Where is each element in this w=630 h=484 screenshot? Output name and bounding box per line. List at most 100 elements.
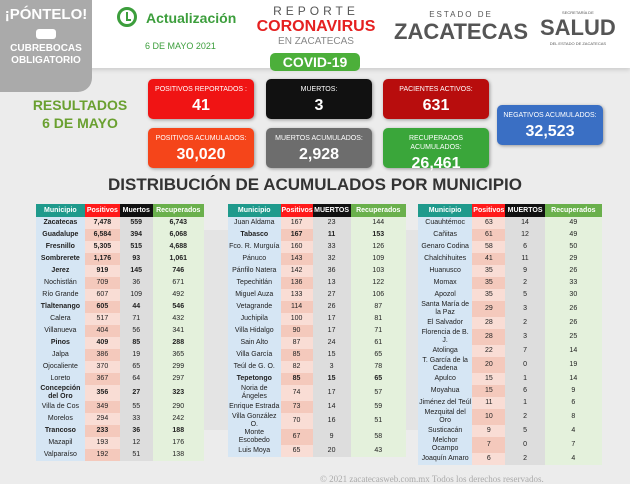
pacientes-activos-box: PACIENTES ACTIVOS: 631 [383, 79, 489, 119]
positivos-cell: 1,176 [84, 253, 120, 265]
table-row: Trancoso 233 36 188 [36, 425, 204, 437]
table-row: Concepción del Oro 356 27 323 [36, 385, 204, 401]
recuperados-cell: 58 [350, 429, 406, 445]
municipio-cell: Cuauhtémoc [418, 217, 473, 229]
positivos-cell: 349 [84, 401, 120, 413]
table-row: Teúl de G. O. 82 3 78 [228, 361, 406, 373]
muertos-cell: 12 [505, 229, 545, 241]
recuperados-cell: 25 [544, 329, 602, 345]
positivos-cell: 370 [84, 361, 120, 373]
recuperados-acumulados-box: RECUPERADOS ACUMULADOS: 26,461 [383, 128, 489, 172]
positivos-cell: 143 [280, 253, 313, 265]
municipio-cell: Tlaltenango [36, 301, 85, 313]
table-row: Pánfilo Natera 142 36 103 [228, 265, 406, 277]
table-row: Cuauhtémoc 63 14 49 [418, 217, 602, 229]
positivos-cell: 61 [472, 229, 506, 241]
municipio-cell: Atolinga [418, 345, 473, 357]
muertos-cell: 56 [119, 325, 153, 337]
recuperados-cell: 51 [350, 413, 406, 429]
municipio-cell: Moyahua [418, 385, 473, 397]
table-row: Fco. R. Murguía 160 33 126 [228, 241, 406, 253]
table-row: Jiménez del Teúl 11 1 6 [418, 397, 602, 409]
municipio-cell: Melchor Ocampo [418, 437, 473, 453]
recuperados-cell: 4 [544, 425, 602, 437]
muertos-cell: 1 [505, 397, 545, 409]
recuperados-cell: 176 [152, 437, 204, 449]
table-row: Melchor Ocampo 7 0 7 [418, 437, 602, 453]
recuperados-cell: 188 [152, 425, 204, 437]
table-row: Genaro Codina 58 6 50 [418, 241, 602, 253]
recuperados-cell: 546 [152, 301, 204, 313]
table-row: Momax 35 2 33 [418, 277, 602, 289]
table-row: Moyahua 15 6 9 [418, 385, 602, 397]
municipio-cell: Chalchihuites [418, 253, 473, 265]
positivos-cell: 74 [280, 385, 313, 401]
positivos-cell: 10 [472, 409, 506, 425]
stat-label: RECUPERADOS ACUMULADOS: [408, 135, 464, 151]
muertos-cell: 16 [312, 413, 351, 429]
municipio-cell: Juchipila [228, 313, 281, 325]
table-row: Villanueva 404 56 341 [36, 325, 204, 337]
recuperados-cell: 30 [544, 289, 602, 301]
positivos-cell: 63 [472, 217, 506, 229]
municipio-cell: Morelos [36, 413, 85, 425]
muertos-cell: 44 [119, 301, 153, 313]
positivos-acumulados-box: POSITIVOS ACUMULADOS: 30,020 [148, 128, 254, 168]
municipio-cell: Mezquital del Oro [418, 409, 473, 425]
results-line1: RESULTADOS [32, 97, 128, 113]
recuperados-cell: 122 [350, 277, 406, 289]
recuperados-cell: 9 [544, 385, 602, 397]
muertos-cell: 15 [312, 373, 351, 385]
recuperados-cell: 288 [152, 337, 204, 349]
positivos-cell: 35 [472, 265, 506, 277]
stat-label: PACIENTES ACTIVOS: [399, 86, 473, 93]
recuperados-cell: 341 [152, 325, 204, 337]
state-big: ZACATECAS [394, 19, 529, 44]
table-row: Valparaíso 192 51 138 [36, 449, 204, 461]
recuperados-cell: 14 [544, 345, 602, 357]
positivos-cell: 404 [84, 325, 120, 337]
column-header: Positivos [280, 204, 313, 217]
municipio-cell: Villanueva [36, 325, 85, 337]
table-row: Tabasco 167 11 153 [228, 229, 406, 241]
muertos-cell: 26 [312, 301, 351, 313]
muertos-cell: 109 [119, 289, 153, 301]
results-line2: 6 DE MAYO [42, 115, 118, 131]
positivos-cell: 114 [280, 301, 313, 313]
recuperados-cell: 103 [350, 265, 406, 277]
recuperados-cell: 49 [544, 217, 602, 229]
positivos-cell: 15 [472, 373, 506, 385]
recuperados-cell: 299 [152, 361, 204, 373]
recuperados-cell: 746 [152, 265, 204, 277]
municipio-cell: Apozol [418, 289, 473, 301]
muertos-cell: 145 [119, 265, 153, 277]
municipio-cell: Teúl de G. O. [228, 361, 281, 373]
muertos-cell: 20 [312, 445, 351, 457]
column-header: Municipio [228, 204, 281, 217]
municipio-cell: Villa García [228, 349, 281, 361]
table-row: Loreto 367 64 297 [36, 373, 204, 385]
clock-icon [117, 7, 137, 27]
municipio-cell: Pánuco [228, 253, 281, 265]
positivos-cell: 605 [84, 301, 120, 313]
table-row: Miguel Auza 133 27 106 [228, 289, 406, 301]
table-row: Jalpa 386 19 365 [36, 349, 204, 361]
muertos-cell: 1 [505, 373, 545, 385]
recuperados-cell: 492 [152, 289, 204, 301]
report-line1: REPORTE [273, 4, 359, 18]
mask-note: CUBREBOCAS OBLIGATORIO [10, 43, 82, 66]
positivos-cell: 6 [472, 453, 506, 465]
table-row: Juan Aldama 167 23 144 [228, 217, 406, 229]
muertos-cell: 3 [505, 329, 545, 345]
recuperados-cell: 57 [350, 385, 406, 401]
muertos-cell: 55 [119, 401, 153, 413]
municipio-cell: Florencia de B. J. [418, 329, 473, 345]
muertos-cell: 13 [312, 277, 351, 289]
municipio-cell: Tepechitlán [228, 277, 281, 289]
muertos-cell: 14 [505, 217, 545, 229]
pontelo-text: ¡PÓNTELO! [4, 6, 88, 23]
table-row: Apozol 35 5 30 [418, 289, 602, 301]
stat-value: 41 [192, 97, 210, 114]
positivos-cell: 65 [280, 445, 313, 457]
municipio-cell: Río Grande [36, 289, 85, 301]
